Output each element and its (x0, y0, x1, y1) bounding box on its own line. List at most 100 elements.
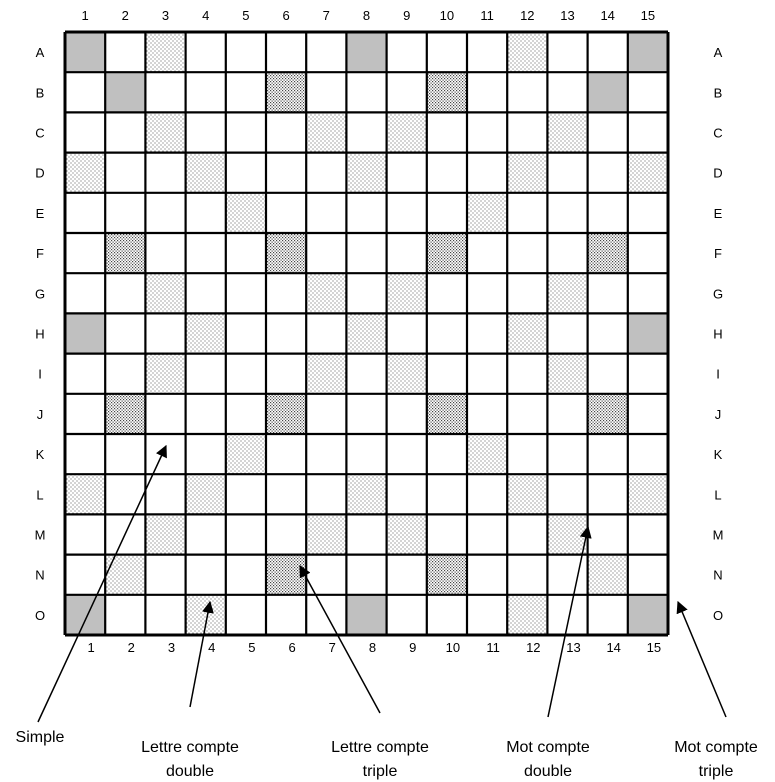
cell-G10-simple (426, 273, 467, 314)
cell-L8-lettre-compte-double (346, 474, 387, 515)
cell-A6-simple (266, 32, 307, 73)
cell-M12-simple (507, 514, 548, 555)
legend-label-mot-compte-double: Mot compte (506, 739, 590, 756)
cell-C1-simple (65, 112, 106, 153)
column-label-top: 5 (242, 8, 249, 23)
row-label-left: H (35, 327, 44, 342)
cell-G4-simple (185, 273, 226, 314)
cell-N15-simple (627, 554, 668, 595)
cell-G5-simple (225, 273, 266, 314)
cell-E5-lettre-compte-double (225, 192, 266, 233)
cell-K5-lettre-compte-double (225, 434, 266, 475)
cell-G9-lettre-compte-double (386, 273, 427, 314)
cell-M4-simple (185, 514, 226, 555)
cell-D4-lettre-compte-double (185, 152, 226, 193)
cell-C2-simple (105, 112, 146, 153)
cell-J9-simple (386, 393, 427, 434)
cell-F8-simple (346, 233, 387, 274)
cell-O2-simple (105, 594, 146, 635)
cell-N1-simple (65, 554, 106, 595)
cell-O6-simple (266, 594, 307, 635)
cell-K1-simple (65, 434, 106, 475)
cell-H13-simple (547, 313, 588, 354)
column-label-top: 8 (363, 8, 370, 23)
row-label-right: K (714, 447, 723, 462)
cell-H15-mot-compte-triple (627, 313, 668, 354)
cell-D9-simple (386, 152, 427, 193)
cell-A9-simple (386, 32, 427, 73)
cell-H12-lettre-compte-double (507, 313, 548, 354)
cell-A8-mot-compte-triple (346, 32, 387, 73)
cell-E15-simple (627, 192, 668, 233)
row-label-right: H (713, 327, 722, 342)
cell-A1-mot-compte-triple (65, 32, 106, 73)
cell-L13-simple (547, 474, 588, 515)
cell-J2-lettre-compte-triple (105, 393, 146, 434)
cell-D3-simple (145, 152, 186, 193)
row-label-left: N (35, 568, 44, 583)
cell-O8-mot-compte-triple (346, 594, 387, 635)
cell-O9-simple (386, 594, 427, 635)
column-label-bottom: 7 (329, 640, 336, 655)
cell-C14-simple (587, 112, 628, 153)
column-label-top: 2 (122, 8, 129, 23)
cell-A13-simple (547, 32, 588, 73)
cell-D6-simple (266, 152, 307, 193)
row-label-right: A (714, 45, 723, 60)
row-label-left: B (36, 85, 45, 100)
cell-M5-simple (225, 514, 266, 555)
cell-A5-simple (225, 32, 266, 73)
cell-J12-simple (507, 393, 548, 434)
cell-E14-simple (587, 192, 628, 233)
column-label-bottom: 12 (526, 640, 540, 655)
cell-F10-lettre-compte-triple (426, 233, 467, 274)
cell-M7-lettre-compte-double (306, 514, 347, 555)
cell-A2-undefined (105, 32, 146, 73)
cell-M1-simple (65, 514, 106, 555)
arrow-simple (37, 444, 167, 723)
cell-I1-simple (65, 353, 106, 394)
cell-A3-lettre-compte-double (145, 32, 186, 73)
cell-H7-simple (306, 313, 347, 354)
cell-H5-simple (225, 313, 266, 354)
legend-label-mot-compte-triple: Mot compte (674, 739, 758, 756)
cell-B12-simple (507, 72, 548, 113)
cell-K10-simple (426, 434, 467, 475)
cell-D5-simple (225, 152, 266, 193)
column-label-bottom: 10 (446, 640, 460, 655)
cell-J14-lettre-compte-triple (587, 393, 628, 434)
cell-L1-lettre-compte-double (65, 474, 106, 515)
cell-K3-simple (145, 434, 186, 475)
cell-O10-simple (426, 594, 467, 635)
cell-B15-simple (627, 72, 668, 113)
cell-K13-simple (547, 434, 588, 475)
cell-A7-simple (306, 32, 347, 73)
cell-N10-lettre-compte-triple (426, 554, 467, 595)
cell-E2-simple (105, 192, 146, 233)
cell-F2-lettre-compte-triple (105, 233, 146, 274)
cell-E8-simple (346, 192, 387, 233)
cell-N2-lettre-compte-double (105, 554, 146, 595)
cell-K7-simple (306, 434, 347, 475)
column-label-bottom: 3 (168, 640, 175, 655)
column-label-bottom: 2 (128, 640, 135, 655)
cell-L5-simple (225, 474, 266, 515)
cell-J6-lettre-compte-triple (266, 393, 307, 434)
cell-B4-simple (185, 72, 226, 113)
column-label-bottom: 1 (87, 640, 94, 655)
cell-F9-simple (386, 233, 427, 274)
board-cells (65, 32, 668, 635)
cell-I14-simple (587, 353, 628, 394)
row-label-right: B (714, 85, 723, 100)
row-label-right: D (713, 166, 722, 181)
cell-E11-lettre-compte-double (467, 192, 508, 233)
cell-D1-lettre-compte-double (65, 152, 106, 193)
cell-D7-simple (306, 152, 347, 193)
row-labels-left: A B C D E F G H I J K L M N O (35, 45, 46, 623)
cell-I13-lettre-compte-double (547, 353, 588, 394)
row-label-left: M (35, 528, 46, 543)
cell-H1-mot-compte-triple (65, 313, 106, 354)
cell-M14-simple (587, 514, 628, 555)
cell-G12-simple (507, 273, 548, 314)
legend: Simple Lettre compte double Lettre compte tr… (16, 729, 758, 780)
